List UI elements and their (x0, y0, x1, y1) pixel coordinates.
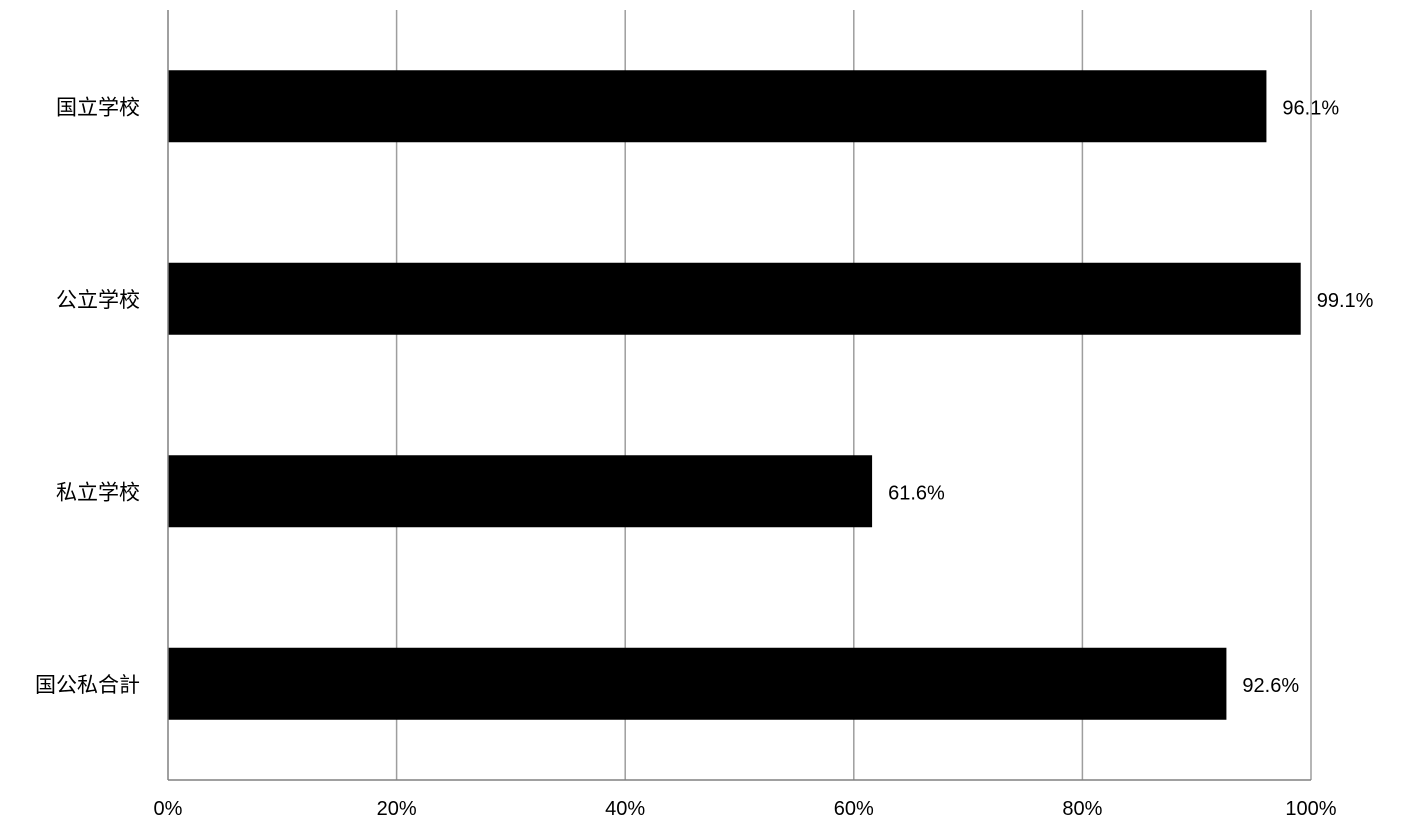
bar-2 (168, 262, 1301, 335)
x-tick-label-1: 20% (377, 798, 417, 820)
category-label-4: 国公私合計 (35, 673, 140, 697)
x-tick-label-3: 60% (834, 798, 874, 820)
data-label-2: 99.1% (1317, 290, 1374, 312)
x-tick-label-2: 40% (605, 798, 645, 820)
bar-4 (168, 647, 1227, 720)
data-label-3: 61.6% (888, 482, 945, 504)
category-label-1: 国立学校 (56, 95, 140, 119)
bar-1 (168, 70, 1267, 143)
x-tick-label-5: 100% (1285, 798, 1336, 820)
bars (168, 70, 1301, 720)
category-label-2: 公立学校 (56, 288, 140, 312)
x-tick-label-4: 80% (1062, 798, 1102, 820)
data-label-4: 92.6% (1242, 675, 1299, 697)
x-tick-label-0: 0% (154, 798, 183, 820)
data-label-1: 96.1% (1282, 97, 1339, 119)
labels: 0% 20% 40% 60% 80% 100% 国立学校 96.1% 公立学校 99.1% 私立学校… (35, 95, 1374, 820)
bar-3 (168, 455, 873, 528)
category-label-3: 私立学校 (56, 480, 140, 504)
axes (167, 10, 1311, 781)
